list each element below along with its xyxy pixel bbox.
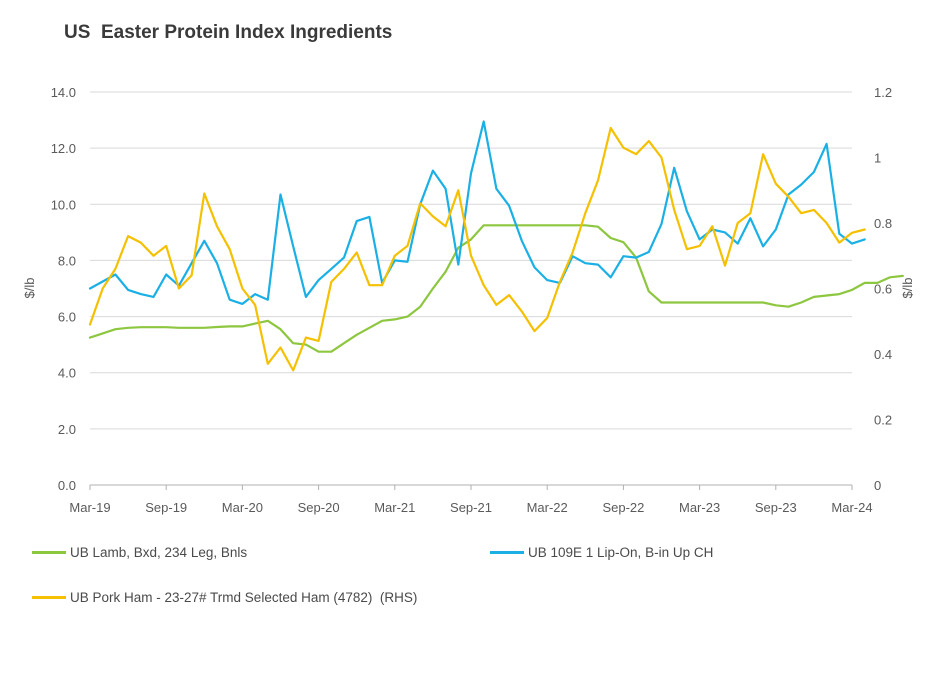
y-tick-label-right: 0.4 <box>874 347 892 362</box>
y-axis-title-left: $/lb <box>22 278 37 299</box>
x-tick-label: Mar-23 <box>679 500 720 515</box>
y-tick-label-left: 14.0 <box>51 85 76 100</box>
legend-label-ham: UB Pork Ham - 23-27# Trmd Selected Ham (… <box>70 590 418 605</box>
legend-item-lamb: UB Lamb, Bxd, 234 Leg, Bnls <box>32 545 247 560</box>
y-tick-label-left: 6.0 <box>58 310 76 325</box>
y-tick-label-left: 0.0 <box>58 478 76 493</box>
y-tick-label-left: 2.0 <box>58 422 76 437</box>
legend-label-lamb: UB Lamb, Bxd, 234 Leg, Bnls <box>70 545 248 560</box>
y-tick-label-right: 0.2 <box>874 413 892 428</box>
legend-swatch-beef <box>490 551 524 554</box>
axes: 0.0 2.0 4.0 6.0 8.0 10.0 12.0 14.0 0 0.2 0.4 0.6 0.8… <box>51 85 892 515</box>
y-tick-label-right: 1.2 <box>874 85 892 100</box>
y-axis-title-right: $/lb <box>900 278 915 299</box>
x-tick-label: Mar-20 <box>222 500 263 515</box>
legend-item-beef: UB 109E 1 Lip-On, B-in Up CH <box>490 545 713 560</box>
x-tick-label: Sep-23 <box>755 500 797 515</box>
legend-swatch-ham <box>32 596 66 599</box>
y-tick-label-right: 1 <box>874 151 881 166</box>
series-line-2 <box>88 126 866 372</box>
y-tick-label-left: 12.0 <box>51 141 76 156</box>
chart-title: US Easter Protein Index Ingredients <box>64 22 393 43</box>
y-tick-label-left: 4.0 <box>58 366 76 381</box>
x-tick-label: Mar-24 <box>831 500 872 515</box>
series-lines <box>88 120 904 372</box>
x-tick-label: Sep-21 <box>450 500 492 515</box>
x-tick-label: Mar-19 <box>69 500 110 515</box>
x-tick-label: Mar-21 <box>374 500 415 515</box>
legend-item-ham: UB Pork Ham - 23-27# Trmd Selected Ham (… <box>32 590 417 605</box>
legend-swatch-lamb <box>32 551 66 554</box>
y-tick-label-right: 0 <box>874 478 881 493</box>
series-line-0 <box>88 224 904 353</box>
y-tick-label-right: 0.6 <box>874 282 892 297</box>
y-tick-label-left: 10.0 <box>51 197 76 212</box>
x-tick-label: Sep-19 <box>145 500 187 515</box>
series-line-1 <box>88 120 866 305</box>
y-tick-label-right: 0.8 <box>874 216 892 231</box>
x-tick-label: Mar-22 <box>527 500 568 515</box>
x-tick-label: Sep-20 <box>298 500 340 515</box>
gridlines <box>90 91 852 486</box>
x-tick-label: Sep-22 <box>602 500 644 515</box>
y-tick-label-left: 8.0 <box>58 253 76 268</box>
legend-label-beef: UB 109E 1 Lip-On, B-in Up CH <box>528 545 714 560</box>
